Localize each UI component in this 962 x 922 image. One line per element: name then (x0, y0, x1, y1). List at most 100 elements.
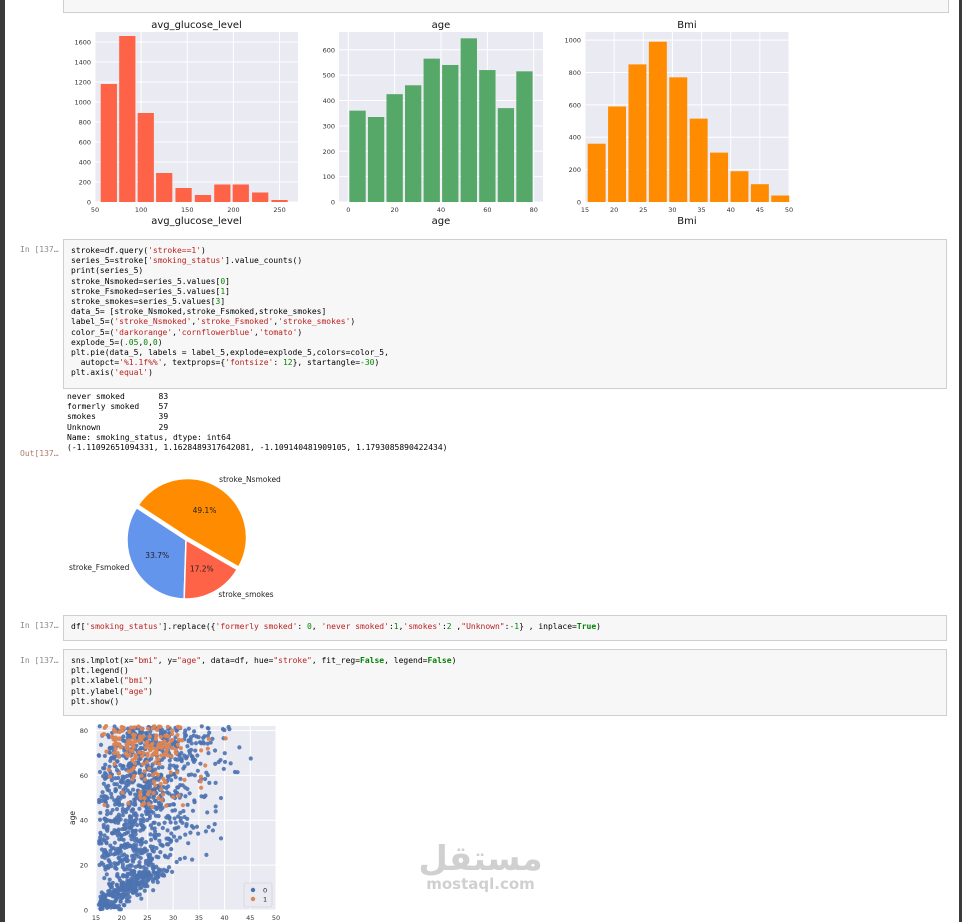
code-token: data_5= [stroke_Nsmoked,stroke_Fsmoked,s… (71, 307, 327, 317)
scatter-point (97, 724, 102, 729)
scatter-point (165, 753, 171, 758)
code-token: , fit_reg= (311, 656, 361, 665)
scatter-point (139, 754, 144, 759)
scatter-point (107, 892, 112, 897)
scatter-point (159, 745, 164, 750)
code-token: , (311, 622, 322, 631)
scatter-point (129, 863, 134, 868)
scatter-point (135, 822, 140, 828)
code-cell-replace[interactable]: df['smoking_status'].replace({'formerly … (63, 615, 947, 641)
code-token: ) (157, 337, 163, 347)
scatter-point (156, 832, 162, 837)
scatter-point (142, 784, 147, 790)
scatter-point (102, 893, 107, 898)
code-token: 'stroke_Nsmoked' (114, 317, 192, 327)
scatter-point (162, 820, 167, 825)
scatter-point (175, 732, 180, 738)
scatter-point (155, 756, 160, 761)
code-cell-lmplot[interactable]: sns.lmplot(x="bmi", y="age", data=df, hu… (63, 649, 947, 716)
scatter-point (170, 728, 175, 733)
scatter-point (199, 741, 204, 746)
code-token: "Unknown" (461, 622, 505, 631)
scatter-point (157, 801, 162, 806)
previous-cell-tail[interactable] (63, 0, 949, 13)
scatter-point (150, 741, 155, 747)
scatter-point (222, 728, 227, 733)
histogram-bar (730, 171, 749, 202)
code-cell-pie[interactable]: stroke=df.query('stroke==1') series_5=str… (63, 239, 947, 389)
scatter-point (134, 877, 139, 883)
scatter-point (141, 750, 146, 756)
scatter-point (115, 750, 120, 756)
histogram-Bmi: 0 200 400 600 800 1000 15 20 25 30 35 40 45 50 Bmi Bmi (564, 20, 793, 227)
scatter-point (130, 787, 136, 792)
x-tick-label: 20 (118, 914, 126, 922)
scatter-point (115, 887, 120, 892)
scatter-point (199, 748, 204, 753)
x-tick-label: 50 (272, 914, 280, 922)
code-token: ) (596, 622, 601, 631)
scatter-point (128, 772, 133, 777)
scatter-point (124, 855, 129, 860)
scatter-point (131, 811, 137, 816)
scatter-point (101, 781, 106, 786)
scatter-point (104, 851, 109, 856)
scatter-point (137, 860, 142, 865)
scatter-point (156, 724, 161, 729)
code-line: print(series_5) (71, 266, 939, 276)
scatter-point (102, 833, 107, 838)
scatter-point (132, 774, 137, 779)
scatter-point (110, 807, 115, 813)
histogram-bar (442, 64, 459, 202)
code-token: 'fontsize' (225, 358, 274, 368)
scatter-point (123, 873, 128, 879)
code-token: , (191, 317, 197, 327)
mostaql-watermark: مستقل mostaql.com (418, 842, 543, 892)
scatter-point (213, 809, 218, 814)
scatter-point (168, 820, 173, 825)
scatter-point (161, 792, 166, 797)
code-line: stroke_smokes=series_5.values[3] (71, 297, 939, 307)
scatter-point (160, 728, 165, 733)
scatter-point (124, 844, 130, 850)
scatter-point (136, 724, 141, 729)
code-token: plt.xlabel( (71, 676, 124, 686)
scatter-point (162, 853, 168, 858)
scatter-point (173, 750, 178, 755)
scatter-point (102, 876, 107, 881)
scatter-point (135, 873, 140, 878)
scatter-point (207, 730, 212, 735)
scatter-point (102, 725, 107, 730)
scatter-point (163, 779, 168, 784)
y-tick-label: 800 (569, 69, 581, 77)
code-token: series_5=stroke[ (71, 256, 149, 266)
scatter-point (127, 752, 132, 758)
scatter-point (108, 756, 114, 761)
code-line: label_5=('stroke_Nsmoked','stroke_Fsmoke… (71, 317, 939, 327)
code-token: 1 (220, 286, 226, 296)
scatter-point (160, 871, 165, 876)
x-tick-label: 50 (91, 206, 99, 214)
code-token: stroke_Nsmoked=series_5.values[ (71, 276, 221, 286)
code-token: explode_5=( (71, 337, 124, 347)
scatter-point (99, 890, 104, 895)
scatter-point (141, 762, 146, 767)
scatter-point (108, 905, 114, 910)
scatter-point (180, 820, 185, 825)
pie-slice-stroke_Nsmoked (137, 477, 248, 569)
scatter-point (144, 759, 149, 765)
x-tick-label: 20 (390, 206, 398, 214)
x-tick-label: 45 (246, 914, 254, 922)
scatter-point (148, 729, 153, 734)
y-tick-label: 0 (577, 199, 581, 207)
window-frame-left (0, 0, 5, 922)
scatter-point (165, 724, 170, 729)
code-token: 'cornflowerblue' (176, 327, 255, 337)
scatter-point (151, 844, 156, 850)
histogram-bar (386, 94, 403, 202)
scatter-point (144, 805, 149, 810)
scatter-point (115, 759, 120, 764)
scatter-point (105, 796, 110, 801)
pie-label: stroke_Fsmoked (69, 563, 130, 572)
